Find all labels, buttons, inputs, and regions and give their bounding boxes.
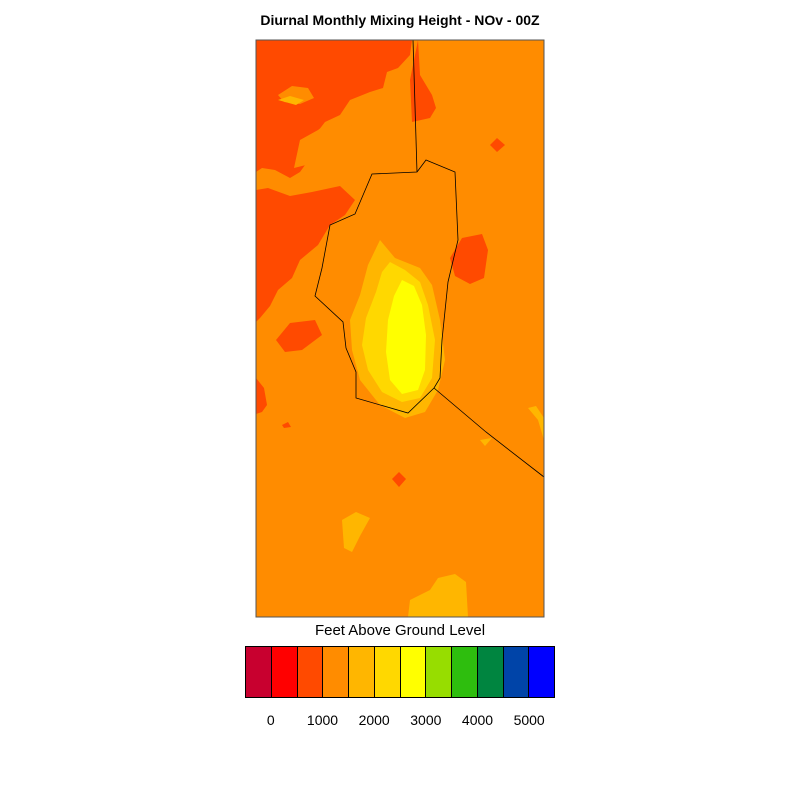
legend-swatch (452, 647, 478, 697)
legend-swatch (246, 647, 272, 697)
legend-tick-label: 3000 (410, 712, 442, 728)
legend-swatch (426, 647, 452, 697)
state-boundary-line (433, 387, 545, 478)
legend-swatch (477, 647, 504, 697)
legend-swatch (349, 647, 375, 697)
legend-swatch (323, 647, 349, 697)
moderate-core-region (408, 574, 468, 617)
legend-tick-label: 2000 (358, 712, 390, 728)
map-title: Diurnal Monthly Mixing Height - NOv - 00… (260, 12, 540, 28)
low-mixing-west-region (256, 186, 355, 322)
low-mixing-east-patch (392, 472, 406, 487)
peak-core-region (386, 280, 426, 394)
moderate-core-region (480, 438, 492, 446)
color-legend-bar (245, 646, 555, 698)
moderate-core-region (278, 96, 304, 105)
legend-swatch (503, 647, 530, 697)
legend-tick-label: 4000 (461, 712, 494, 728)
low-mixing-west-region (276, 320, 322, 352)
legend-tick-label: 1000 (306, 712, 339, 728)
legend-swatch (400, 647, 427, 697)
low-mixing-east-patch (490, 138, 505, 152)
low-mixing-west-region (256, 378, 267, 414)
moderate-core-region (342, 512, 370, 552)
legend-tick-label: 5000 (513, 712, 545, 728)
legend-swatch (374, 647, 401, 697)
legend-swatch (297, 647, 324, 697)
legend-title: Feet Above Ground Level (314, 622, 486, 639)
low-mixing-west-region (256, 40, 412, 178)
moderate-core-region (294, 120, 360, 168)
legend-swatch (529, 647, 554, 697)
low-mixing-east-patch (282, 422, 291, 428)
map-frame (255, 39, 545, 618)
legend-swatch (271, 647, 298, 697)
state-boundary-line (412, 39, 418, 173)
legend-tick-label: 0 (266, 712, 275, 728)
low-mixing-west-region (410, 40, 436, 122)
region-boundary-line (314, 159, 459, 414)
low-mixing-east-patch (450, 234, 488, 284)
moderate-core-region (528, 406, 544, 440)
